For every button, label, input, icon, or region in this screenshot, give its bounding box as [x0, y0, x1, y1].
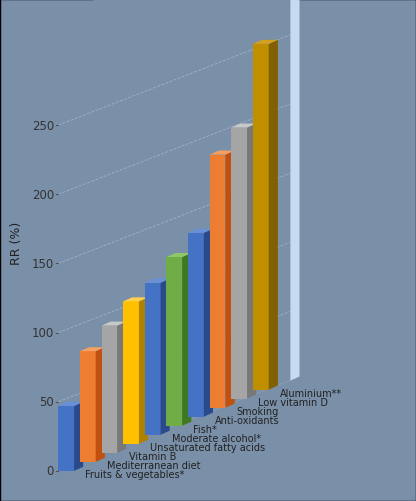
Polygon shape [74, 402, 83, 471]
Text: Fruits & vegetables*: Fruits & vegetables* [85, 469, 185, 479]
Polygon shape [161, 279, 170, 435]
Polygon shape [58, 377, 300, 471]
Polygon shape [204, 229, 213, 417]
Text: Fish*: Fish* [193, 424, 217, 434]
Polygon shape [123, 298, 148, 302]
Polygon shape [166, 254, 191, 258]
Polygon shape [139, 298, 148, 444]
Text: 250: 250 [32, 119, 54, 132]
Text: 150: 150 [32, 258, 54, 271]
Polygon shape [123, 302, 139, 444]
Text: 50: 50 [40, 395, 54, 408]
Text: 100: 100 [32, 327, 54, 339]
Polygon shape [145, 279, 170, 283]
Text: Aluminium**: Aluminium** [280, 388, 342, 398]
Polygon shape [80, 352, 96, 462]
Text: Anti-oxidants: Anti-oxidants [215, 415, 280, 425]
Polygon shape [58, 406, 74, 471]
Polygon shape [58, 402, 83, 406]
Polygon shape [102, 322, 126, 326]
Polygon shape [253, 45, 269, 390]
Text: Mediterranean diet: Mediterranean diet [107, 460, 201, 470]
Polygon shape [58, 0, 290, 471]
Polygon shape [269, 41, 278, 390]
Text: 200: 200 [32, 188, 54, 201]
Text: Moderate alcohol*: Moderate alcohol* [172, 433, 261, 443]
Text: Smoking: Smoking [237, 406, 279, 416]
Text: Vitamin B: Vitamin B [129, 451, 176, 461]
Polygon shape [102, 326, 117, 453]
Polygon shape [247, 124, 256, 399]
Polygon shape [117, 322, 126, 453]
Polygon shape [225, 151, 235, 408]
Polygon shape [210, 155, 225, 408]
Polygon shape [188, 233, 204, 417]
Polygon shape [290, 0, 300, 381]
Text: 0: 0 [47, 464, 54, 477]
Text: Unsaturated fatty acids: Unsaturated fatty acids [150, 442, 265, 452]
Polygon shape [80, 348, 105, 352]
Polygon shape [210, 151, 235, 155]
Polygon shape [166, 258, 182, 426]
Polygon shape [231, 124, 256, 128]
Text: RR (%): RR (%) [10, 221, 23, 265]
Polygon shape [231, 128, 247, 399]
Polygon shape [182, 254, 191, 426]
Polygon shape [145, 283, 161, 435]
Text: Low vitamin D: Low vitamin D [258, 397, 328, 407]
Polygon shape [253, 41, 278, 45]
Polygon shape [96, 348, 105, 462]
Polygon shape [188, 229, 213, 233]
